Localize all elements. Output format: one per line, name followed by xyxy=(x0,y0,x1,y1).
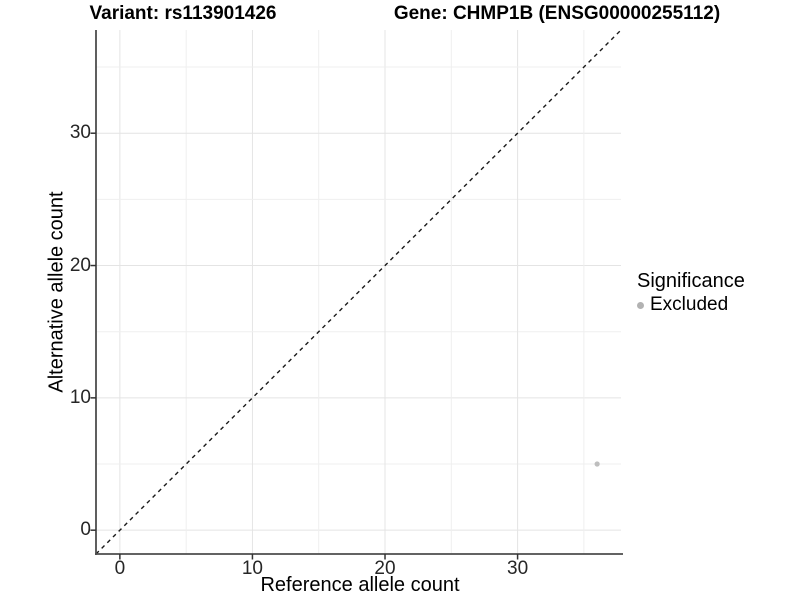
variant-title: Variant: rs113901426 xyxy=(89,3,277,24)
y-tick-label: 10 xyxy=(69,386,91,408)
x-tick-label: 30 xyxy=(507,558,529,579)
legend-title: Significance xyxy=(637,270,745,292)
y-axis-title: Alternative allele count xyxy=(45,191,68,393)
x-tick-label: 0 xyxy=(114,558,126,579)
legend: Significance Excluded xyxy=(637,269,745,316)
y-tick-label: 20 xyxy=(69,254,91,276)
legend-point-icon xyxy=(637,301,644,309)
data-point xyxy=(594,461,600,467)
x-tick-label: 20 xyxy=(374,558,396,579)
x-tick-label: 10 xyxy=(241,558,264,579)
y-tick-label: 30 xyxy=(69,122,91,144)
gene-title: Gene: CHMP1B (ENSG00000255112) xyxy=(393,3,721,24)
x-axis-title: Reference allele count xyxy=(260,574,460,596)
legend-item-label: Excluded xyxy=(650,294,729,315)
identity-dashed-line xyxy=(95,29,622,555)
legend-item-excluded: Excluded xyxy=(637,294,745,316)
y-tick-label: 0 xyxy=(80,519,91,541)
